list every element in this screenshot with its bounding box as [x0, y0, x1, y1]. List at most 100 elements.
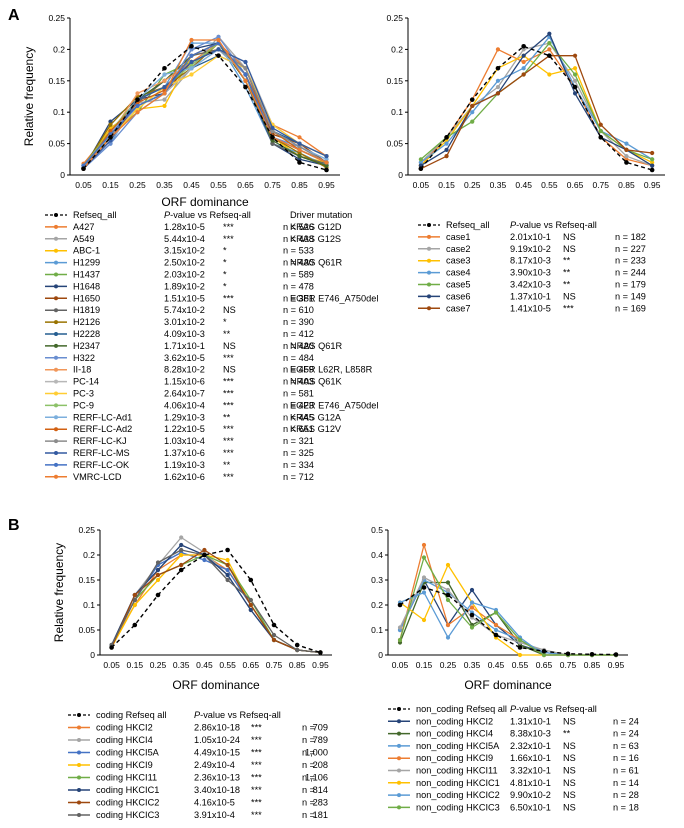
chart-3-legend-name: non_coding HKCI11 — [416, 766, 498, 776]
chart-2-reference-point — [225, 547, 230, 553]
chart-0-legend-significance: * — [223, 317, 227, 327]
chart-0-legend-significance: NS — [223, 365, 236, 375]
chart-2-reference-point — [294, 642, 300, 648]
chart-2-legend-count: 709 — [313, 723, 328, 733]
chart-1-x-tick-label: 0.25 — [464, 180, 481, 190]
chart-2-series-point — [179, 552, 184, 558]
chart-0-series-point — [189, 47, 194, 52]
chart-0-legend-significance: ** — [223, 412, 231, 422]
panel-label-a: A — [8, 7, 20, 24]
chart-3-x-tick-label: 0.95 — [608, 660, 625, 670]
chart-0-series-point — [189, 59, 194, 65]
chart-0-series-point — [297, 154, 302, 159]
chart-3-y-tick-label: 0.2 — [371, 600, 383, 610]
chart-3-legend-significance: ** — [563, 729, 571, 739]
chart-2-legend-n: n = — [302, 798, 315, 808]
chart-1-legend-marker — [427, 282, 431, 287]
chart-0-series-point — [270, 125, 275, 130]
chart-2-legend-pvalue: 3.91x10-4 — [194, 810, 235, 820]
chart-2-legend-marker — [77, 725, 81, 730]
chart-0-legend-name: H1819 — [73, 305, 100, 315]
chart-0-legend-pvalue-header: P-value vs Refseq-all — [164, 210, 251, 220]
chart-1-legend-pvalue: 8.17x10-3 — [510, 256, 551, 266]
chart-1-y-tick-label: 0 — [398, 170, 403, 180]
chart-0-legend-name: ABC-1 — [73, 246, 100, 256]
chart-2-series-point — [179, 547, 184, 553]
chart-1-series-point — [470, 110, 475, 115]
chart-2-legend-pvalue: 3.40x10-18 — [194, 785, 240, 795]
chart-3-reference-line — [399, 586, 617, 656]
chart-3-series-point — [445, 635, 451, 640]
chart-0-legend-marker — [54, 391, 58, 396]
chart-0-series-point — [324, 157, 329, 162]
chart-0-series-point — [243, 59, 248, 65]
chart-2-series-point — [202, 557, 207, 563]
chart-0-legend-pvalue: 1.51x10-5 — [164, 293, 205, 303]
chart-0-legend-n: n = 478 — [283, 281, 314, 291]
chart-0-legend-name: H322 — [73, 353, 95, 363]
chart-2-legend-pvalue: 4.16x10-5 — [194, 798, 235, 808]
chart-0-legend-name: RERF-LC-Ad2 — [73, 424, 132, 434]
chart-3-y-tick-label: 0.4 — [371, 550, 383, 560]
chart-0-legend-n: n = 430 — [283, 258, 314, 268]
chart-0-legend-marker — [54, 248, 58, 253]
chart-0-series-point — [216, 47, 221, 52]
chart-3-series-point — [445, 597, 451, 603]
chart-3-series-point — [469, 587, 475, 593]
chart-0-legend-extra: EGFR L62R, L858R — [290, 365, 373, 375]
chart-2-legend-significance: *** — [251, 760, 262, 770]
chart-2-series-point — [179, 535, 184, 540]
chart-3-legend-significance: NS — [563, 790, 576, 800]
chart-0-legend-marker — [54, 236, 58, 241]
chart-2-legend-count: 1,106 — [305, 773, 328, 783]
chart-2-legend-marker — [77, 813, 81, 817]
chart-1-series-point — [572, 78, 578, 83]
chart-2-series-point — [225, 557, 230, 563]
chart-1-series-point — [495, 47, 501, 52]
chart-2-legend-pvalue: 1.05x10-24 — [194, 735, 240, 745]
chart-1-reference-point — [469, 97, 475, 102]
chart-2-reference-point — [178, 567, 184, 573]
chart-3-series-point — [421, 575, 427, 580]
chart-2-legend-pvalue: 2.86x10-18 — [194, 723, 240, 733]
chart-2-x-tick-label: 0.55 — [219, 660, 236, 670]
chart-0-series-point — [324, 154, 329, 159]
chart-0-legend-extra: KRAS G12S — [290, 234, 341, 244]
chart-2-series-point — [271, 632, 277, 638]
chart-2-legend-name: coding HKCIC3 — [96, 810, 159, 820]
chart-3-reference-point — [589, 651, 595, 657]
chart-0-series-point — [135, 91, 140, 96]
chart-3-legend-marker — [397, 805, 401, 810]
chart-2-x-tick-label: 0.05 — [103, 660, 120, 670]
chart-2-x-tick-label: 0.85 — [289, 660, 306, 670]
chart-0-legend-name: H2228 — [73, 329, 100, 339]
chart-0-series-point — [108, 122, 113, 127]
chart-0-legend-extra: KRAS G12A — [290, 412, 342, 422]
chart-3-series-point — [445, 587, 451, 593]
chart-3-y-tick-label: 0 — [378, 650, 383, 660]
chart-2-legend-count: 814 — [313, 785, 328, 795]
chart-2-series-point — [248, 602, 253, 608]
chart-0-legend-significance: *** — [223, 377, 234, 387]
chart-1-x-tick-label: 0.55 — [541, 180, 558, 190]
chart-1-reference-line — [420, 45, 653, 171]
chart-3-series-point — [445, 562, 451, 568]
chart-0-legend-extra: NRAS Q61K — [290, 377, 342, 387]
chart-0-legend-n: n = 651 — [283, 424, 314, 434]
chart-0-series-point — [108, 141, 113, 146]
chart-0-legend-significance: NS — [223, 341, 236, 351]
chart-1-legend-marker — [427, 294, 431, 299]
chart-0-legend-name: H1437 — [73, 270, 100, 280]
chart-0-legend-n: n = 390 — [283, 317, 314, 327]
chart-3-series-point — [397, 625, 403, 630]
chart-1-legend-significance: ** — [563, 280, 571, 290]
chart-0-legend-pvalue: 2.50x10-2 — [164, 258, 205, 268]
chart-1-series-point — [547, 72, 552, 77]
chart-2-legend-name: coding HKCI9 — [96, 760, 153, 770]
chart-0-series-point — [135, 103, 140, 109]
chart-0-series-line — [83, 36, 327, 170]
chart-1-reference-point — [572, 84, 578, 90]
chart-3-legend-significance: NS — [563, 802, 576, 812]
chart-3-legend-marker — [397, 793, 401, 798]
chart-1-series-point — [624, 141, 629, 146]
